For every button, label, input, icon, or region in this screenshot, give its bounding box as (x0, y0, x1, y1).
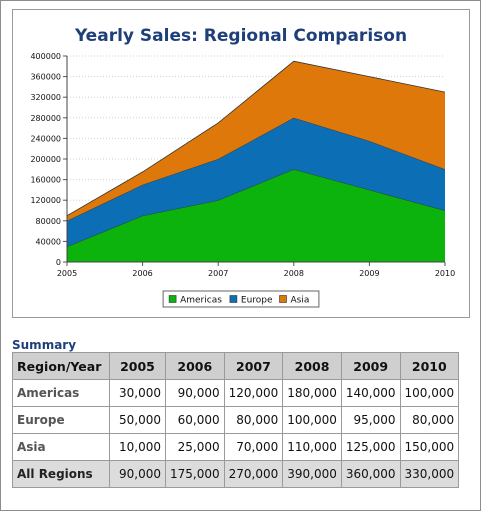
y-tick-label: 400000 (30, 52, 61, 61)
table-cell: 390,000 (282, 460, 342, 488)
table-cell: 50,000 (109, 406, 166, 434)
area-asia (67, 61, 445, 221)
x-tick-label: 2006 (132, 269, 152, 278)
y-tick-label: 240000 (30, 134, 61, 143)
table-header-cell: 2005 (109, 352, 166, 380)
table-header-cell: 2009 (340, 352, 401, 380)
area-edge-asia (66, 60, 446, 217)
legend-swatch-asia (279, 295, 287, 303)
table-cell: 90,000 (109, 460, 166, 488)
table-row: Americas 30,000 90,000 120,000 180,000 1… (12, 379, 460, 407)
row-label: Europe (12, 406, 110, 434)
stacked-area-chart: Yearly Sales: Regional Comparison 0 40000 8… (30, 26, 455, 308)
x-tick-label: 2007 (208, 269, 228, 278)
legend-swatch-europe (229, 295, 238, 303)
row-label: All Regions (12, 460, 110, 488)
x-tick-label: 2009 (359, 269, 379, 278)
table-cell: 70,000 (223, 433, 284, 461)
table-header-cell: Region/Year (12, 352, 110, 380)
y-tick-label: 160000 (30, 176, 61, 185)
area-europe (67, 117, 445, 247)
y-tick-label: 280000 (30, 114, 61, 123)
y-tick-label: 320000 (30, 93, 61, 102)
x-tick-label: 2008 (284, 269, 304, 278)
table-cell: 100,000 (282, 406, 342, 434)
summary-table: Region/Year 2005 2006 2007 2008 2009 201… (12, 352, 460, 488)
table-cell: 10,000 (109, 433, 166, 461)
area-americas (67, 169, 445, 262)
x-tick-label: 2010 (435, 269, 455, 278)
legend-label: Europe (241, 296, 273, 306)
table-cell: 150,000 (399, 433, 460, 461)
table-cell: 120,000 (223, 379, 284, 407)
x-tick-label: 2005 (57, 269, 77, 278)
y-tick-label: 80000 (36, 217, 61, 226)
table-cell: 90,000 (165, 379, 225, 407)
table-cell: 360,000 (340, 460, 401, 488)
table-cell: 270,000 (223, 460, 284, 488)
row-label: Americas (12, 379, 110, 407)
table-header-cell: 2006 (165, 352, 225, 380)
table-cell: 25,000 (165, 433, 225, 461)
table-cell: 100,000 (399, 379, 460, 407)
legend-label: Americas (180, 296, 222, 306)
summary-title: Summary (12, 338, 77, 352)
y-tick-label: 0 (56, 258, 61, 267)
table-cell: 60,000 (165, 406, 225, 434)
y-tick-label: 200000 (30, 155, 61, 164)
y-tick-label: 120000 (30, 196, 61, 205)
table-cell: 30,000 (109, 379, 166, 407)
legend (162, 290, 320, 308)
table-header-cell: 2010 (399, 352, 460, 380)
chart-title: Yearly Sales: Regional Comparison (74, 26, 407, 46)
table-row: Asia 10,000 25,000 70,000 110,000 125,00… (12, 433, 460, 461)
table-cell: 140,000 (340, 379, 401, 407)
table-cell: 80,000 (399, 406, 460, 434)
table-cell: 80,000 (223, 406, 284, 434)
table-row: Europe 50,000 60,000 80,000 100,000 95,0… (12, 406, 460, 434)
table-cell: 330,000 (399, 460, 460, 488)
y-tick-label: 40000 (36, 237, 61, 246)
table-header-row: Region/Year 2005 2006 2007 2008 2009 201… (12, 352, 460, 380)
table-cell: 180,000 (282, 379, 342, 407)
legend-label: Asia (291, 296, 310, 306)
row-label: Asia (12, 433, 110, 461)
table-cell: 175,000 (165, 460, 225, 488)
table-cell: 125,000 (340, 433, 401, 461)
table-header-cell: 2008 (282, 352, 342, 380)
legend-swatch-americas (168, 295, 177, 303)
table-row-total: All Regions 90,000 175,000 270,000 390,0… (12, 460, 460, 488)
chart-panel: Yearly Sales: Regional Comparison 0 40000 8… (12, 9, 470, 318)
table-header-cell: 2007 (223, 352, 284, 380)
table-cell: 95,000 (340, 406, 401, 434)
y-tick-label: 360000 (30, 73, 61, 82)
table-cell: 110,000 (282, 433, 342, 461)
